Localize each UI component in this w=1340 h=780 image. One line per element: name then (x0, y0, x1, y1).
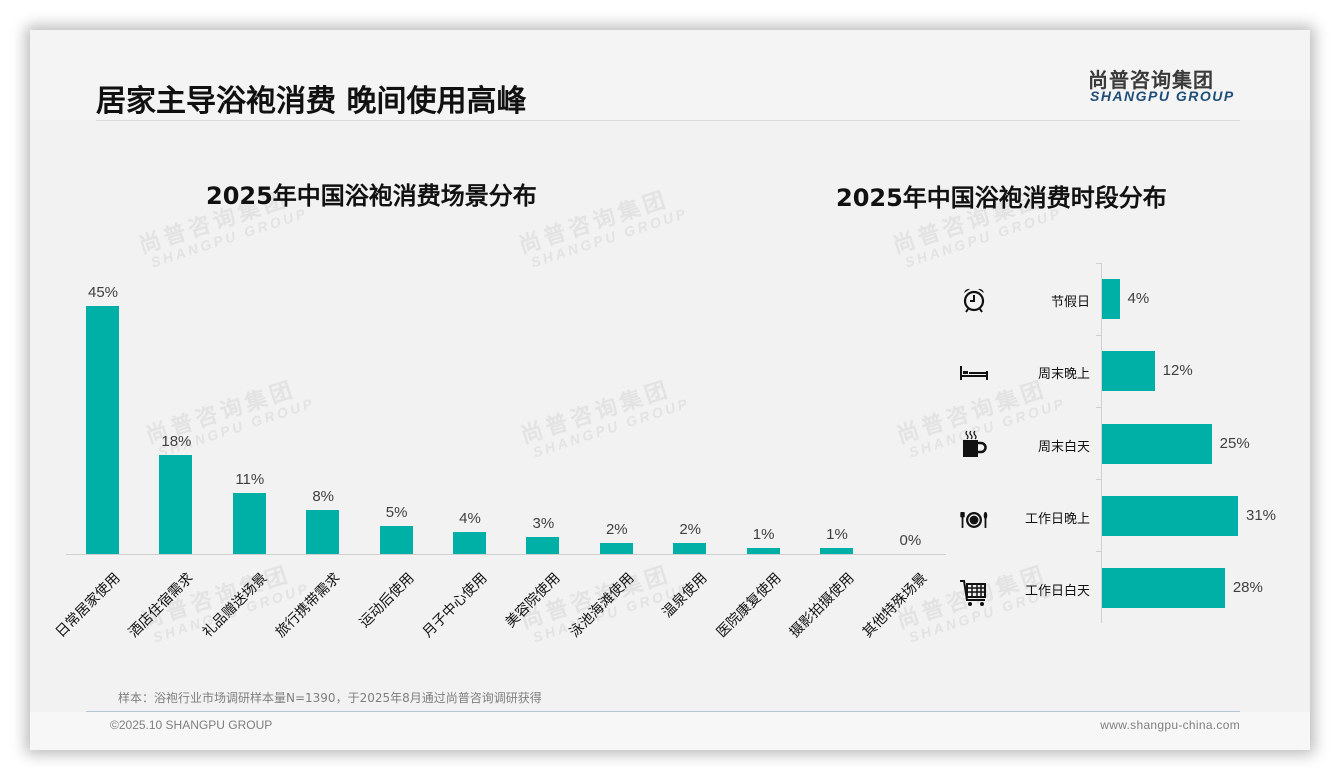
website-link[interactable]: www.shangpu-china.com (1100, 718, 1240, 732)
x-axis-line (66, 554, 946, 555)
time-category-label: 工作日晚上 (1024, 511, 1090, 527)
watermark-en: SHANGPU GROUP (530, 394, 692, 461)
time-category-label: 工作日白天 (1024, 584, 1090, 600)
scene-value-label: 18% (161, 432, 192, 450)
time-bar (1102, 495, 1238, 536)
scene-value-label: 1% (752, 526, 775, 544)
plate-cutlery-icon (960, 512, 988, 528)
header-band (30, 30, 1310, 120)
watermark-en: SHANGPU GROUP (155, 394, 317, 461)
scene-bar (306, 509, 340, 554)
time-value-label: 12% (1162, 362, 1193, 380)
scene-value-label: 5% (385, 504, 408, 522)
watermark: 尚普咨询集团 SHANGPU GROUP (517, 375, 692, 462)
time-category-label: 节假日 (1050, 295, 1090, 310)
scene-category-label: 摄影拍摄使用 (786, 570, 858, 641)
time-value-label: 4% (1127, 290, 1150, 307)
title-divider (96, 120, 1240, 121)
time-value-label: 25% (1219, 434, 1250, 452)
y-axis-tick (1096, 263, 1101, 264)
scene-value-label: 0% (899, 532, 922, 549)
time-chart-title: 2025年中国浴袍消费时段分布 (836, 184, 1167, 212)
scene-bar (746, 548, 780, 554)
scene-value-label: 1% (826, 526, 848, 544)
scene-bar (599, 542, 633, 554)
scene-category-label: 运动后使用 (356, 570, 418, 631)
scene-bar (232, 493, 266, 554)
time-category-label: 周末晚上 (1037, 367, 1090, 383)
scene-value-label: 8% (312, 487, 335, 505)
scene-value-label: 11% (235, 471, 265, 489)
time-bar (1102, 568, 1225, 609)
scene-category-label: 礼品赠送场景 (199, 570, 271, 641)
scene-value-label: 2% (605, 520, 628, 538)
watermark: 尚普咨询集团 SHANGPU GROUP (515, 185, 690, 272)
sample-note: 样本：浴袍行业市场调研样本量N=1390，于2025年8月通过尚普咨询调研获得 (118, 691, 542, 705)
y-axis-tick (1096, 335, 1101, 336)
watermark-cn: 尚普咨询集团 (517, 377, 675, 450)
scene-category-label: 酒店住宿需求 (126, 570, 197, 641)
hot-coffee-mug-icon (963, 430, 987, 457)
scene-bar (159, 454, 193, 554)
alarm-clock-icon (963, 288, 985, 313)
scene-bar (453, 531, 486, 554)
scene-category-label: 日常居家使用 (52, 570, 124, 641)
watermark-cn: 尚普咨询集团 (515, 187, 673, 260)
y-axis-tick (1096, 551, 1101, 552)
watermark-en: SHANGPU GROUP (528, 204, 690, 271)
time-value-label: 28% (1232, 579, 1263, 597)
bed-icon (960, 366, 988, 380)
scene-bar (526, 537, 560, 554)
page-title: 居家主导浴袍消费 晚间使用高峰 (96, 84, 527, 119)
scene-category-label: 旅行携带需求 (272, 570, 344, 641)
scene-category-label: 医院康复使用 (713, 570, 785, 641)
scene-bar (673, 542, 707, 554)
copyright: ©2025.10 SHANGPU GROUP (110, 718, 273, 732)
scene-value-label: 3% (532, 515, 555, 533)
logo-chinese: 尚普咨询集团 (1088, 68, 1214, 92)
logo-english: SHANGPU GROUP (1090, 88, 1235, 104)
y-axis-tick (1096, 407, 1101, 408)
time-value-label: 31% (1246, 506, 1277, 524)
scene-value-label: 45% (87, 284, 119, 301)
scene-value-label: 4% (459, 509, 481, 527)
scene-category-label: 泳池海滩使用 (566, 570, 638, 641)
scene-bar (820, 548, 853, 554)
y-axis-tick (1096, 479, 1101, 480)
footer-divider (86, 711, 1240, 712)
shopping-cart-icon (960, 580, 986, 606)
scene-category-label: 月子中心使用 (419, 570, 491, 641)
scene-bar (379, 526, 413, 554)
scene-category-label: 其他特殊场景 (860, 570, 931, 641)
watermark-en: SHANGPU GROUP (902, 204, 1064, 271)
scene-value-label: 2% (679, 520, 702, 538)
time-bar (1102, 279, 1120, 319)
slide: 居家主导浴袍消费 晚间使用高峰 尚普咨询集团 SHANGPU GROUP 尚普咨… (30, 30, 1310, 750)
scene-bar (86, 306, 119, 554)
scene-chart-title: 2025年中国浴袍消费场景分布 (206, 182, 537, 210)
time-bar (1102, 351, 1155, 392)
y-axis-line (1101, 263, 1102, 623)
scene-category-label: 温泉使用 (659, 570, 711, 622)
scene-category-label: 美容院使用 (503, 570, 564, 631)
watermark-en: SHANGPU GROUP (148, 204, 310, 271)
time-category-label: 周末白天 (1037, 439, 1090, 455)
time-bar (1102, 423, 1212, 464)
footer-band (30, 712, 1310, 750)
